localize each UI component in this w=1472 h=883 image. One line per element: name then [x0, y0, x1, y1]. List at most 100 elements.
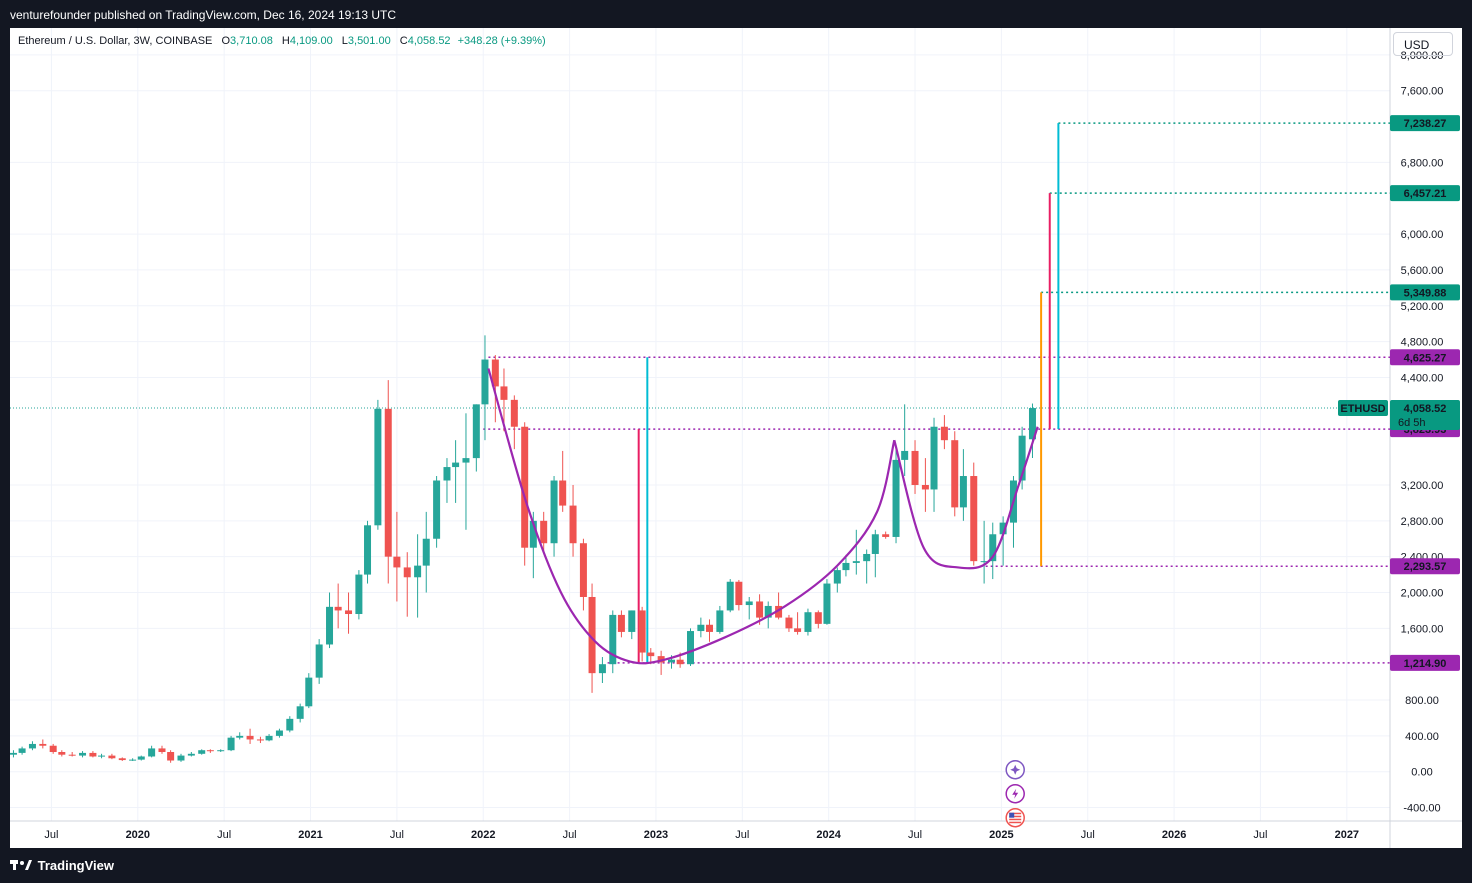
candle-body [414, 565, 422, 578]
candle-body [951, 440, 959, 508]
publisher-header: venturefounder published on TradingView.… [0, 0, 1472, 28]
candle-body [403, 567, 411, 578]
level-price-label: 4,625.27 [1404, 352, 1447, 364]
candle-body [638, 610, 646, 653]
pattern-curve [893, 426, 1039, 570]
candle-body [871, 534, 879, 554]
candle-body [959, 476, 967, 508]
candle-body [217, 750, 225, 752]
level-price-tag [1390, 115, 1460, 132]
level-price-label: 1,214.90 [1404, 658, 1447, 670]
level-price-tag [1390, 185, 1460, 202]
candle-body [384, 408, 392, 557]
candle-body [892, 459, 900, 537]
time-tick-label: 2025 [989, 829, 1013, 841]
candle-body [315, 644, 323, 678]
candle-body [265, 735, 273, 741]
time-tick-label: 2023 [644, 829, 668, 841]
candle-body [227, 737, 235, 751]
high-key: H [281, 35, 290, 47]
tradingview-logo[interactable]: TradingView [10, 858, 114, 873]
time-tick-label: Jul [563, 829, 577, 841]
candle-body [286, 718, 294, 731]
chart-panel[interactable]: 8,000.00 7,600.00 6,800.00 6,000.00 5,600.00… [10, 28, 1462, 848]
high-value: 4,109.00 [289, 35, 333, 47]
candle-body [550, 480, 558, 544]
candle-body [491, 359, 499, 387]
candle-body [443, 467, 451, 481]
candle-body [79, 752, 87, 756]
symbol-legend: Ethereum / U.S. Dollar, 3W, COINBASE O3,… [18, 35, 546, 47]
candle-body [588, 596, 596, 674]
icon-circle [1005, 807, 1025, 828]
candle-body [198, 750, 206, 754]
price-tick-label: 3,200.00 [1401, 480, 1444, 492]
time-tick-label: 2027 [1335, 829, 1359, 841]
price-tick-label: 6,000.00 [1401, 229, 1444, 241]
candle-body [852, 561, 860, 563]
us-flag-icon [1005, 807, 1025, 828]
close-value: 4,058.52 [407, 35, 451, 47]
price-tick-label: -400.00 [1403, 803, 1440, 815]
level-price-label: 2,293.57 [1404, 561, 1447, 573]
price-tick-label: 0.00 [1411, 767, 1432, 779]
candle-body [921, 484, 929, 490]
candle-body [334, 606, 342, 611]
flag-stripe [1009, 821, 1022, 824]
price-tick-label: 4,400.00 [1401, 372, 1444, 384]
price-tick-label: 800.00 [1405, 695, 1439, 707]
candle-body [842, 562, 850, 571]
price-tick-label: 6,800.00 [1401, 157, 1444, 169]
lightning-icon [1005, 783, 1025, 804]
candle-body [940, 426, 948, 441]
candle-body [148, 748, 156, 757]
price-tick-label: 7,600.00 [1401, 86, 1444, 98]
candle-body [764, 605, 772, 618]
candle-body [206, 750, 214, 752]
candle-body [756, 601, 764, 618]
candle-body [540, 520, 548, 544]
candle-body [452, 462, 460, 468]
candle-body [617, 614, 625, 632]
candle-body [804, 612, 812, 632]
pattern-curve [487, 368, 896, 665]
candle-body [657, 656, 665, 663]
candle-body [970, 476, 978, 562]
symbol-title: Ethereum / U.S. Dollar, 3W, COINBASE [18, 35, 213, 47]
lightning-shape [1012, 788, 1019, 799]
candle-body [697, 624, 705, 632]
publisher-text: venturefounder published on TradingView.… [10, 8, 397, 22]
change-value: +348.28 (+9.39%) [457, 35, 546, 47]
brand-name: TradingView [37, 858, 114, 873]
last-price-label: 4,058.52 [1404, 403, 1447, 415]
time-tick-label: Jul [908, 829, 922, 841]
candle-body [705, 624, 713, 632]
currency-button[interactable]: USD [1393, 32, 1453, 56]
level-price-tag [1390, 284, 1460, 301]
candle-body [668, 659, 676, 663]
tradingview-icon [10, 860, 32, 870]
candle-body [433, 480, 441, 539]
candle-body [999, 522, 1007, 535]
price-tick-label: 2,000.00 [1401, 588, 1444, 600]
candle-body [18, 748, 26, 753]
level-price-tag [1390, 558, 1460, 575]
footer-bar: TradingView [0, 848, 1472, 883]
level-price-label: 7,238.27 [1404, 118, 1447, 130]
close-key: C [399, 35, 408, 47]
candle-body [814, 612, 822, 624]
price-chart[interactable]: 8,000.007,600.006,800.006,000.005,600.00… [10, 28, 1462, 848]
candle-body [901, 450, 909, 460]
time-tick-label: Jul [44, 829, 58, 841]
time-tick-label: Jul [1253, 829, 1267, 841]
candle-body [462, 458, 470, 463]
candle-body [726, 581, 734, 611]
candles [10, 335, 1036, 763]
time-tick-label: 2024 [816, 829, 841, 841]
open-key: O [221, 35, 231, 47]
candle-body [10, 752, 17, 755]
flag-stripe [1009, 818, 1022, 821]
candle-body [911, 450, 919, 485]
time-tick-label: 2021 [298, 829, 322, 841]
candle-body [393, 556, 401, 568]
